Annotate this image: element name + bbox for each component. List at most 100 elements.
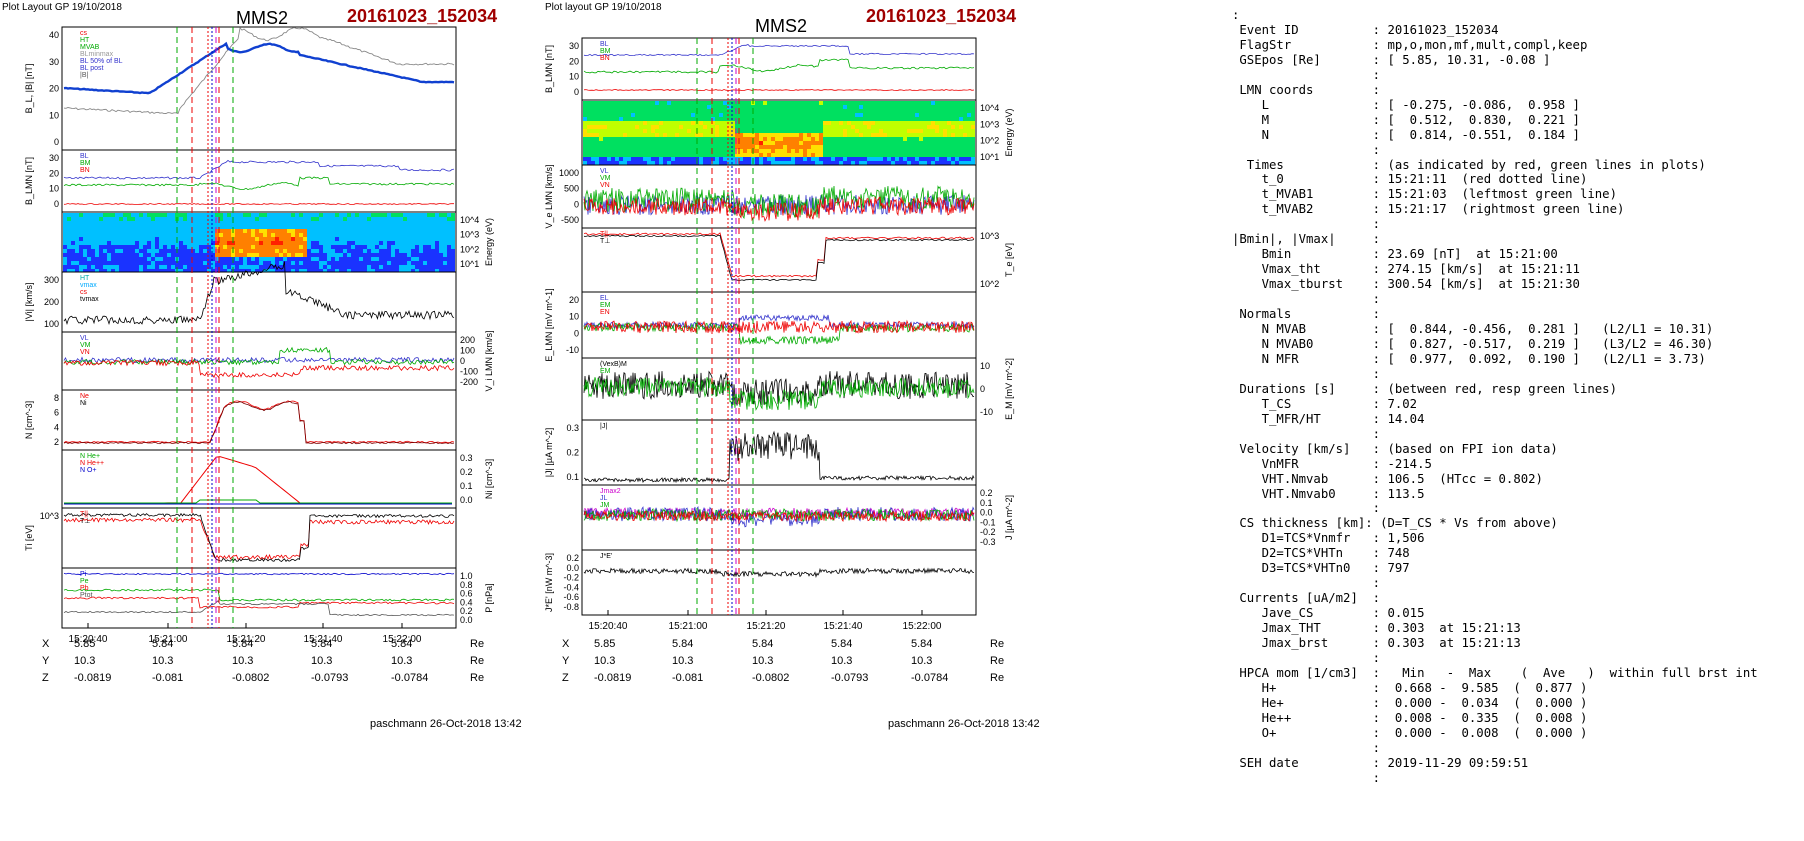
spectrogram-cell xyxy=(171,225,175,229)
spectrogram-cell xyxy=(887,117,891,121)
spectrogram-cell xyxy=(215,221,219,225)
spectrogram-cell xyxy=(939,105,943,109)
spectrogram-cell xyxy=(911,101,915,105)
spectrogram-cell xyxy=(819,101,823,105)
spectrogram-cell xyxy=(919,145,923,149)
spectrogram-cell xyxy=(179,213,183,217)
spectrogram-cell xyxy=(859,141,863,145)
spectrogram-cell xyxy=(419,241,423,245)
spectrogram-cell xyxy=(239,253,243,257)
spectrogram-cell xyxy=(783,101,787,105)
spectrogram-cell xyxy=(107,217,111,221)
spectrogram-cell xyxy=(427,261,431,265)
spectrogram-cell xyxy=(719,137,723,141)
spectrogram-cell xyxy=(827,109,831,113)
spectrogram-cell xyxy=(247,225,251,229)
spectrogram-cell xyxy=(819,149,823,153)
y-tick-label: 0.0 xyxy=(460,615,473,625)
spectrogram-cell xyxy=(283,237,287,241)
spectrogram-cell xyxy=(819,141,823,145)
spectrogram-cell xyxy=(911,145,915,149)
spectrogram-cell xyxy=(735,141,739,145)
spectrogram-cell xyxy=(255,265,259,269)
y-tick-label: 40 xyxy=(49,30,59,40)
spectrogram-cell xyxy=(719,129,723,133)
spectrogram-cell xyxy=(651,153,655,157)
spectrogram-cell xyxy=(607,157,611,161)
spectrogram-cell xyxy=(927,157,931,161)
spectrogram-cell xyxy=(415,217,419,221)
spectrogram-cell xyxy=(971,145,975,149)
spectrogram-cell xyxy=(703,105,707,109)
spectrogram-cell xyxy=(607,101,611,105)
spectrogram-cell xyxy=(759,161,763,165)
spectrogram-cell xyxy=(335,221,339,225)
spectrogram-cell xyxy=(803,117,807,121)
spectrogram-cell xyxy=(847,137,851,141)
spectrogram-cell xyxy=(447,237,451,241)
spectrogram-cell xyxy=(407,217,411,221)
spectrogram-cell xyxy=(711,121,715,125)
spectrogram-cell xyxy=(71,233,75,237)
spectrogram-cell xyxy=(143,253,147,257)
spectrogram-cell xyxy=(887,137,891,141)
spectrogram-cell xyxy=(935,125,939,129)
spectrogram-cell xyxy=(123,245,127,249)
spectrogram-cell xyxy=(323,225,327,229)
spectrogram-cell xyxy=(831,113,835,117)
spectrogram-cell xyxy=(339,241,343,245)
spectrogram-cell xyxy=(159,233,163,237)
spectrogram-cell xyxy=(423,245,427,249)
spectrogram-cell xyxy=(75,261,79,265)
spectrogram-cell xyxy=(735,121,739,125)
spectrogram-cell xyxy=(79,217,83,221)
spectrogram-cell xyxy=(715,161,719,165)
spectrogram-cell xyxy=(947,113,951,117)
spectrogram-cell xyxy=(359,257,363,261)
spectrogram-cell xyxy=(915,101,919,105)
spectrogram-cell xyxy=(771,117,775,121)
spectrogram-cell xyxy=(651,133,655,137)
info-line: Jmax_THT : 0.303 at 15:21:13 xyxy=(1232,621,1521,636)
spectrogram-cell xyxy=(775,101,779,105)
legend-entry: T⊥ xyxy=(80,518,90,525)
spectrogram-cell xyxy=(803,145,807,149)
spectrogram-cell xyxy=(99,233,103,237)
spectrogram-cell xyxy=(443,221,447,225)
spectrogram-cell xyxy=(743,133,747,137)
spectrogram-cell xyxy=(859,121,863,125)
y-tick-label: 0.0 xyxy=(980,508,993,518)
spectrogram-cell xyxy=(371,213,375,217)
spectrogram-cell xyxy=(339,261,343,265)
spectrogram-cell xyxy=(599,125,603,129)
spectrogram-cell xyxy=(243,225,247,229)
spectrogram-cell xyxy=(863,121,867,125)
spectrogram-cell xyxy=(739,137,743,141)
series-line xyxy=(63,400,455,444)
spectrogram-cell xyxy=(935,121,939,125)
spectrogram-cell xyxy=(347,225,351,229)
spectrogram-cell xyxy=(439,233,443,237)
spectrogram-cell xyxy=(631,129,635,133)
spectrogram-cell xyxy=(295,221,299,225)
spectrogram-cell xyxy=(95,233,99,237)
panel-EM: 100-10 E_M [mV m^-2](VexB)MEM xyxy=(581,357,1014,421)
spectrogram-cell xyxy=(895,117,899,121)
spectrogram-cell xyxy=(299,213,303,217)
spectrogram-cell xyxy=(747,137,751,141)
spectrogram-cell xyxy=(703,141,707,145)
spectrogram-cell xyxy=(199,221,203,225)
legend-entry: EM xyxy=(600,302,611,309)
spectrogram-cell xyxy=(923,149,927,153)
spectrogram-cell xyxy=(227,265,231,269)
spectrogram-cell xyxy=(91,253,95,257)
spectrogram-cell xyxy=(71,249,75,253)
spectrogram-cell xyxy=(323,233,327,237)
spectrogram-cell xyxy=(759,113,763,117)
spectrogram-cell xyxy=(235,269,239,273)
spectrogram-cell xyxy=(891,129,895,133)
spectrogram-cell xyxy=(327,265,331,269)
y-tick-label: 0.3 xyxy=(460,453,473,463)
spectrogram-cell xyxy=(967,157,971,161)
spectrogram-cell xyxy=(651,157,655,161)
